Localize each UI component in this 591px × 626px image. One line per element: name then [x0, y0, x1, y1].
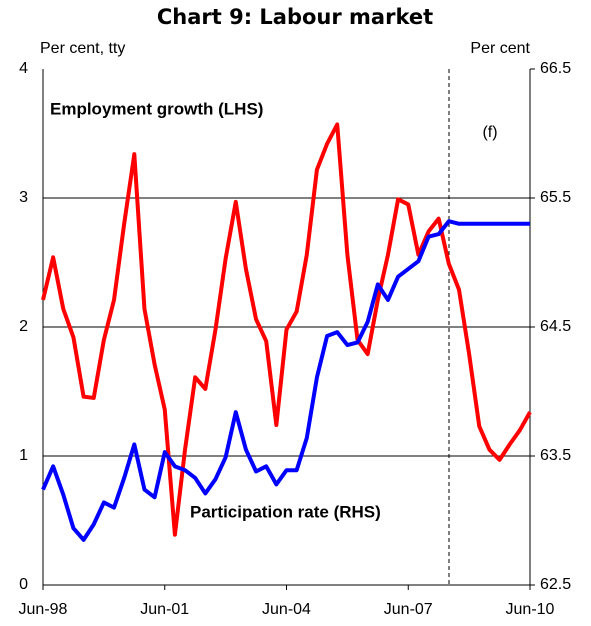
y2-axis-label: Per cent	[470, 40, 530, 57]
y-tick-label: 1	[19, 447, 28, 464]
y-tick-label: 3	[19, 189, 28, 206]
y2-tick-label: 66.5	[540, 60, 571, 77]
x-tick-label: Jun-10	[506, 601, 555, 618]
y-tick-label: 0	[19, 576, 28, 593]
y2-tick-label: 64.5	[540, 318, 571, 335]
series-label: Employment growth (LHS)	[50, 99, 263, 118]
x-tick-label: Jun-98	[19, 601, 68, 618]
x-tick-label: Jun-04	[262, 601, 311, 618]
y-axis-label: Per cent, tty	[40, 40, 125, 57]
y-tick-label: 4	[19, 60, 28, 77]
x-tick-label: Jun-01	[140, 601, 189, 618]
x-tick-label: Jun-07	[384, 601, 433, 618]
y2-tick-label: 63.5	[540, 447, 571, 464]
y2-tick-label: 62.5	[540, 576, 571, 593]
series-label: Participation rate (RHS)	[190, 502, 381, 521]
forecast-annotation: (f)	[482, 124, 497, 141]
y2-tick-label: 65.5	[540, 189, 571, 206]
series-line	[41, 122, 532, 537]
y-tick-label: 2	[19, 318, 28, 335]
series-line	[41, 219, 530, 542]
chart-title: Chart 9: Labour market	[157, 5, 433, 29]
